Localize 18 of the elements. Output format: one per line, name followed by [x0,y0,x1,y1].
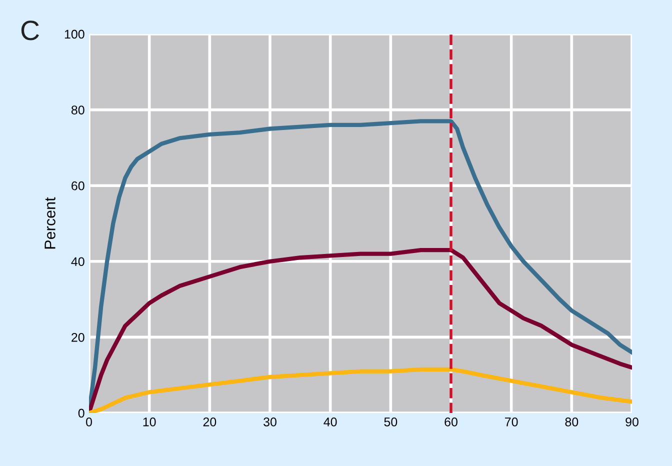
y-tick-label: 100 [64,30,84,39]
x-tick-label: 10 [143,417,156,426]
x-tick-label: 80 [565,417,578,426]
y-axis-title: Percent [44,197,56,249]
x-tick-label: 50 [384,417,398,426]
y-tick-label: 0 [78,408,84,418]
y-tick-label: 80 [71,106,84,114]
x-tick-label: 40 [324,417,337,426]
y-tick-label: 40 [71,257,84,266]
x-tick-label: 20 [203,417,216,426]
x-tick-label: 90 [626,417,638,426]
x-tick-label: 60 [444,417,458,426]
y-tick-label: 60 [72,181,84,190]
x-tick-label: 70 [505,417,518,426]
y-tick-label: 20 [72,333,84,342]
x-tick-label: 30 [264,417,276,426]
chart-title: C [21,20,39,40]
x-tick-label: 0 [86,417,92,426]
